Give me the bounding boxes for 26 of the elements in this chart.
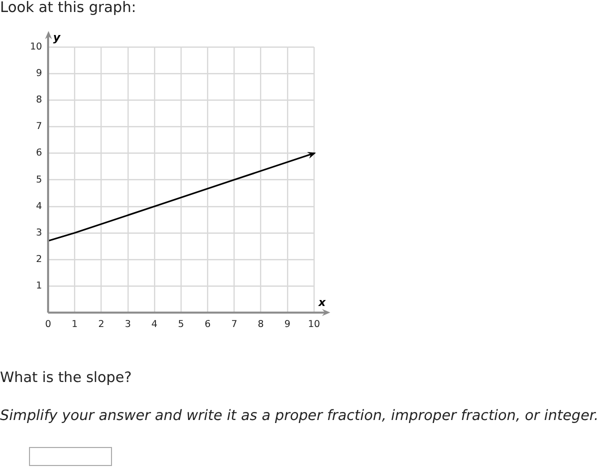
x-tick-label: 5 <box>178 318 184 330</box>
x-tick-label: 2 <box>98 318 104 330</box>
text: What is the slope? <box>0 370 132 386</box>
y-tick-label: 5 <box>36 174 42 186</box>
y-axis-title: y <box>53 30 62 44</box>
y-tick-label: 7 <box>36 121 42 132</box>
x-tick-label: 6 <box>204 318 211 330</box>
x-axis-title: x <box>317 296 326 309</box>
x-tick-label: 7 <box>231 318 238 330</box>
text: Simplify your answer and write it as a proper fraction, improper fraction, or integer. <box>0 408 599 424</box>
y-tick-label: 2 <box>36 254 42 265</box>
x-tick-label: 8 <box>258 318 264 330</box>
x-tick-label: 3 <box>124 318 131 330</box>
y-tick-label: 4 <box>36 200 42 212</box>
x-tick-label: 10 <box>308 318 320 330</box>
y-tick-label: 3 <box>36 227 42 238</box>
x-tick-label: 0 <box>45 318 52 330</box>
x-tick-label: 4 <box>151 318 158 330</box>
x-tick-label: 1 <box>72 318 78 330</box>
y-tick-label: 10 <box>30 41 42 52</box>
chart-title: Look at this graph: <box>0 0 136 16</box>
x-tick-label: 9 <box>284 318 290 330</box>
y-tick-label: 8 <box>36 94 42 106</box>
y-tick-label: 9 <box>36 68 42 80</box>
y-tick-label: 1 <box>36 280 42 292</box>
y-tick-label: 6 <box>36 148 42 159</box>
